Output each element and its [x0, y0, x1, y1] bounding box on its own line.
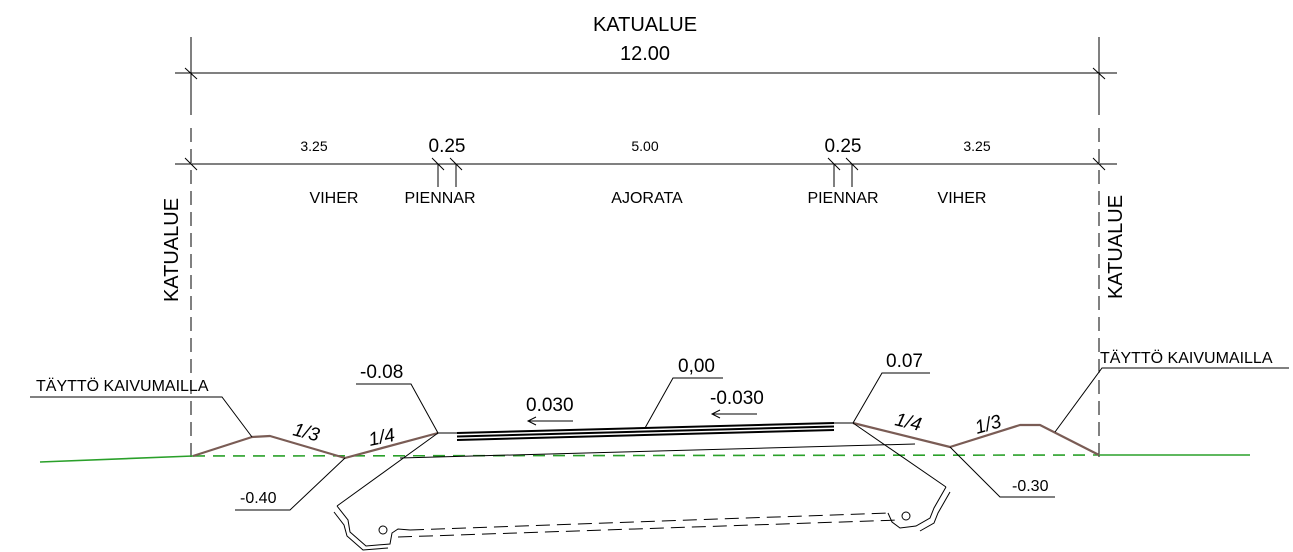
- segment-dim-piennar-left: 0.25: [429, 136, 466, 157]
- segment-name-piennar-left: PIENNAR: [404, 190, 475, 207]
- elevation-left-edge: -0.08: [360, 362, 403, 383]
- pavement-layer-2: [456, 425, 835, 438]
- segment-dim-piennar-right: 0.25: [825, 136, 862, 157]
- overall-title: KATUALUE: [593, 14, 697, 36]
- street-boundary-label-right: KATUALUE: [1105, 195, 1127, 299]
- base-layer-top: [399, 443, 916, 459]
- drain-left-side-inner: [333, 511, 389, 551]
- elevation-left-ditch: -0.40: [240, 490, 277, 507]
- base-layer-right-flank: [852, 422, 947, 488]
- elevation-leader-right-edge: [852, 372, 930, 424]
- slope-right-outer: 1/3: [973, 411, 1005, 439]
- drain-left-side: [336, 505, 411, 547]
- elevation-right-ditch: -0.30: [1012, 478, 1049, 495]
- slope-left-outer: 1/3: [291, 419, 322, 446]
- elevation-center: 0,00: [678, 356, 715, 377]
- drain-pipe-left: [378, 525, 388, 535]
- segment-name-piennar-right: PIENNAR: [807, 190, 878, 207]
- left-embankment-profile: [192, 431, 439, 460]
- segment-dim-viher-left: 3.25: [300, 138, 327, 154]
- crossfall-left-arrowhead: [526, 416, 537, 426]
- segment-dim-ajorata: 5.00: [631, 138, 658, 154]
- drainage-bottom-2: [397, 519, 901, 538]
- elevation-leader-right-ditch: [949, 446, 1055, 498]
- drain-pipe-right: [901, 511, 911, 521]
- fill-leader-right: [1054, 367, 1289, 433]
- fill-label-right: TÄYTTÖ KAIVUMAILLA: [1100, 349, 1273, 367]
- existing-ground-under-road: [192, 454, 1100, 457]
- elevation-leader-left-ditch: [235, 457, 346, 511]
- crossfall-left-value: 0.030: [526, 395, 574, 416]
- street-boundary-label-left: KATUALUE: [161, 198, 183, 302]
- slope-left-inner: 1/4: [367, 425, 397, 451]
- fill-leader-left: [30, 396, 253, 438]
- crossfall-right-value: -0.030: [710, 388, 764, 409]
- elevation-right-edge: 0.07: [886, 351, 923, 372]
- crossfall-right-arrowhead: [710, 409, 721, 419]
- segment-tick-5: [1092, 157, 1106, 171]
- right-embankment-profile: [852, 421, 1100, 456]
- pavement-layer-3: [456, 429, 835, 441]
- drain-right-side-inner: [919, 491, 951, 532]
- elevation-leader-center: [644, 377, 723, 429]
- segment-name-ajorata: AJORATA: [611, 190, 683, 207]
- overall-dimension: 12.00: [620, 43, 670, 65]
- existing-ground-left: [39, 455, 194, 463]
- elevation-leader-left-edge: [356, 383, 439, 434]
- drainage-bottom: [409, 512, 889, 531]
- base-layer-left-flank: [336, 432, 439, 507]
- segment-name-viher-left: VIHER: [310, 190, 359, 207]
- segment-name-viher-right: VIHER: [938, 190, 987, 207]
- drain-right-side: [887, 486, 947, 529]
- segment-tick-0: [184, 157, 198, 171]
- fill-label-left: TÄYTTÖ KAIVUMAILLA: [36, 377, 209, 395]
- segment-dim-viher-right: 3.25: [963, 138, 990, 154]
- slope-right-inner: 1/4: [893, 409, 923, 435]
